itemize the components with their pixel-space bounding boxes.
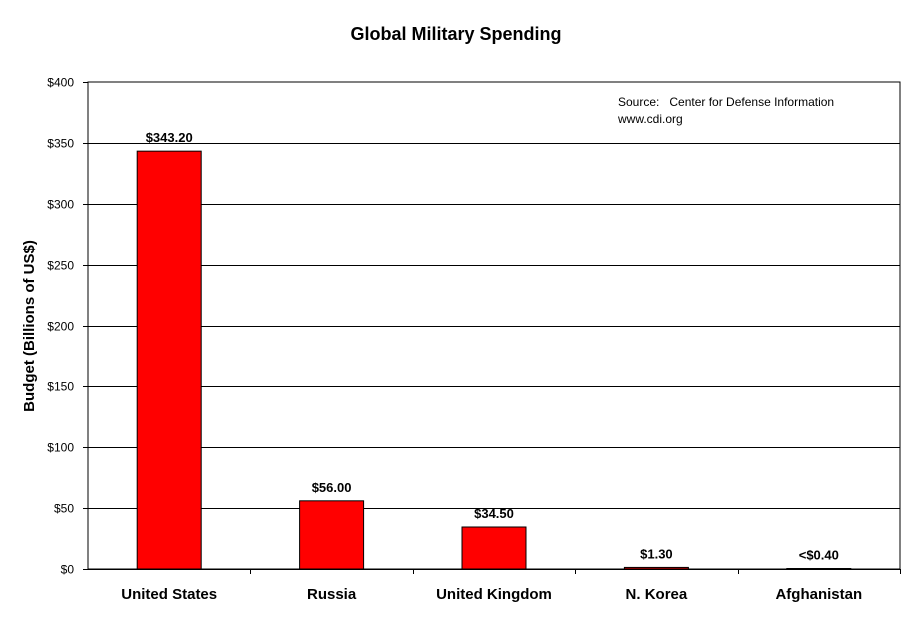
x-tick-label: Afghanistan [775, 586, 862, 603]
y-tick-label: $300 [47, 198, 74, 212]
y-axis-label: Budget (Billions of US$) [21, 240, 38, 412]
y-tick-label: $0 [61, 563, 75, 577]
y-tick-label: $100 [47, 441, 74, 455]
x-tick-label: United States [121, 586, 217, 603]
y-tick-label: $250 [47, 259, 74, 273]
data-label: $343.20 [146, 130, 193, 145]
y-tick-label: $350 [47, 137, 74, 151]
bar [136, 150, 202, 570]
data-label: <$0.40 [799, 548, 839, 563]
bar [461, 526, 527, 570]
bar [299, 500, 365, 570]
data-label: $34.50 [474, 506, 514, 521]
y-tick-label: $200 [47, 320, 74, 334]
y-tick-label: $50 [54, 502, 74, 516]
data-label: $56.00 [312, 480, 352, 495]
bar [623, 566, 689, 570]
y-tick-label: $150 [47, 380, 74, 394]
x-tick-label: United Kingdom [436, 586, 552, 603]
x-tick-label: Russia [307, 586, 357, 603]
source-annotation: Source: Center for Defense Information [618, 95, 834, 109]
source-url: www.cdi.org [617, 112, 683, 126]
y-tick-label: $400 [47, 76, 74, 90]
chart-title: Global Military Spending [350, 24, 561, 44]
data-label: $1.30 [640, 546, 673, 561]
x-tick-label: N. Korea [626, 586, 688, 603]
plot-area [87, 81, 901, 570]
